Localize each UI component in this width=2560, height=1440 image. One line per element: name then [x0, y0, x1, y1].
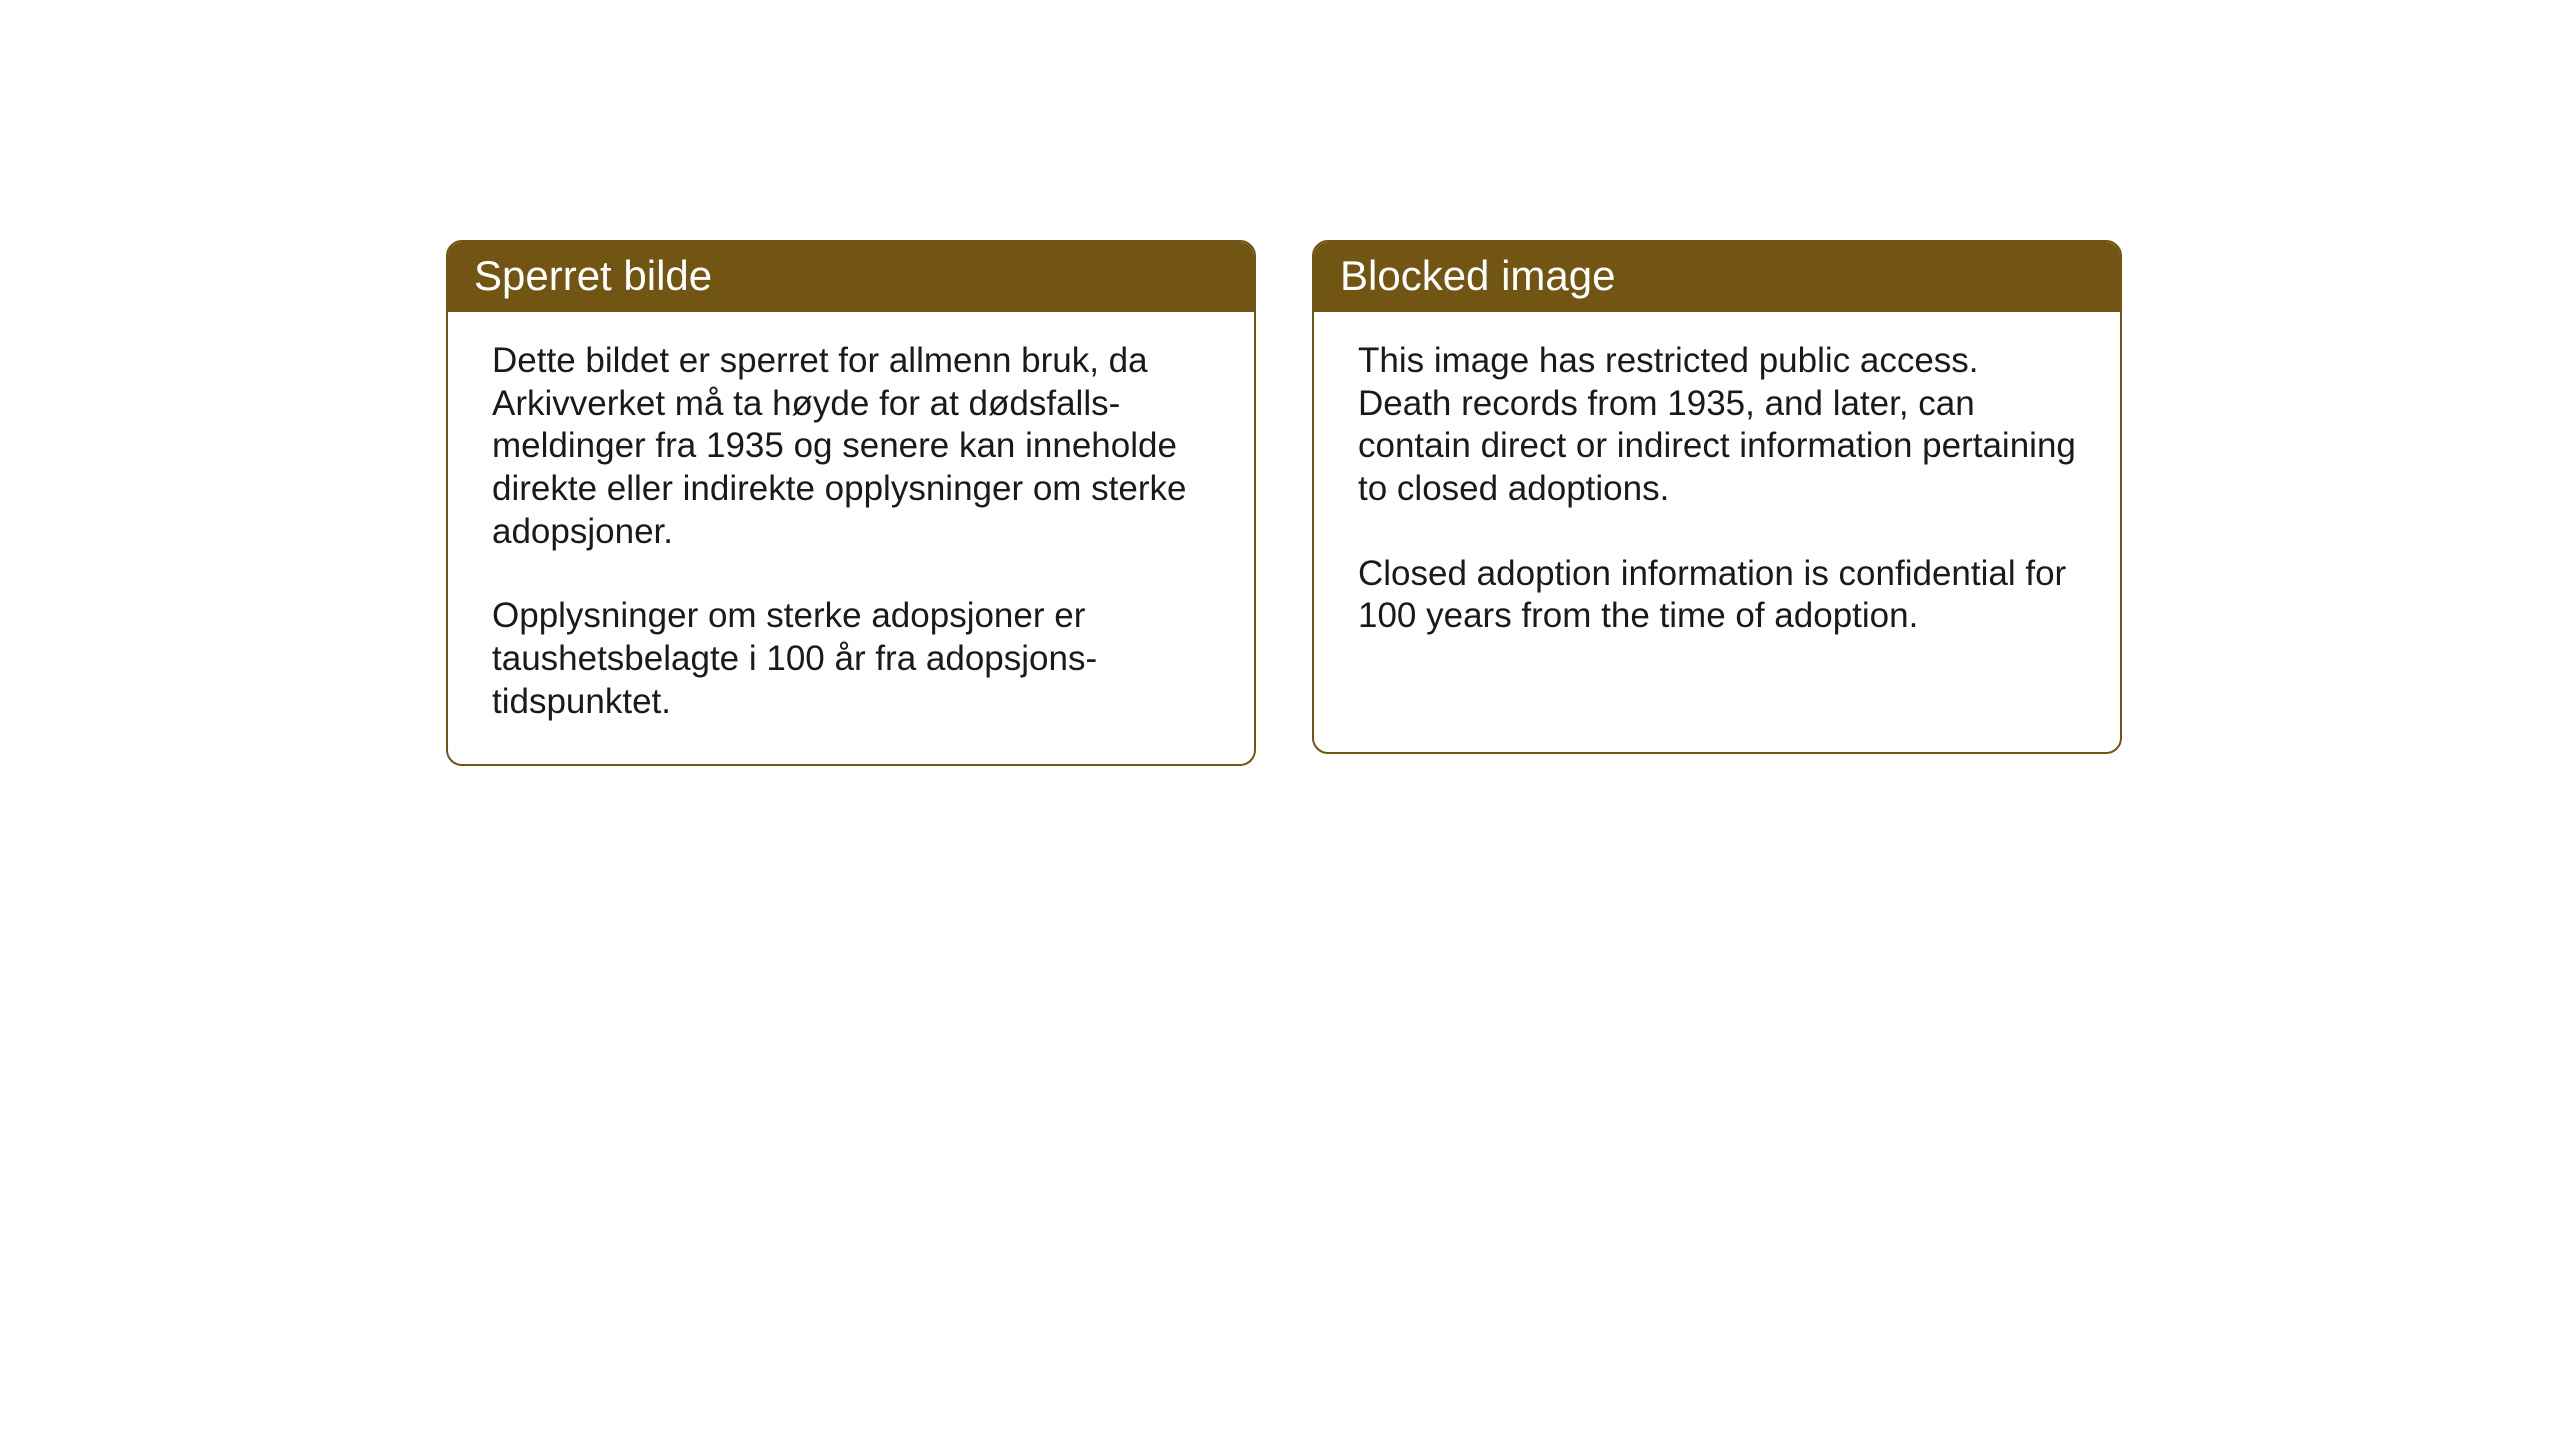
notice-card-norwegian: Sperret bilde Dette bildet er sperret fo…	[446, 240, 1256, 766]
paragraph-1-english: This image has restricted public access.…	[1358, 340, 2076, 511]
notice-cards-container: Sperret bilde Dette bildet er sperret fo…	[446, 240, 2122, 766]
card-header-english: Blocked image	[1314, 242, 2120, 312]
card-header-norwegian: Sperret bilde	[448, 242, 1254, 312]
card-body-norwegian: Dette bildet er sperret for allmenn bruk…	[448, 312, 1254, 764]
card-body-english: This image has restricted public access.…	[1314, 312, 2120, 678]
paragraph-1-norwegian: Dette bildet er sperret for allmenn bruk…	[492, 340, 1210, 553]
notice-card-english: Blocked image This image has restricted …	[1312, 240, 2122, 754]
paragraph-2-english: Closed adoption information is confident…	[1358, 553, 2076, 638]
paragraph-2-norwegian: Opplysninger om sterke adopsjoner er tau…	[492, 595, 1210, 723]
